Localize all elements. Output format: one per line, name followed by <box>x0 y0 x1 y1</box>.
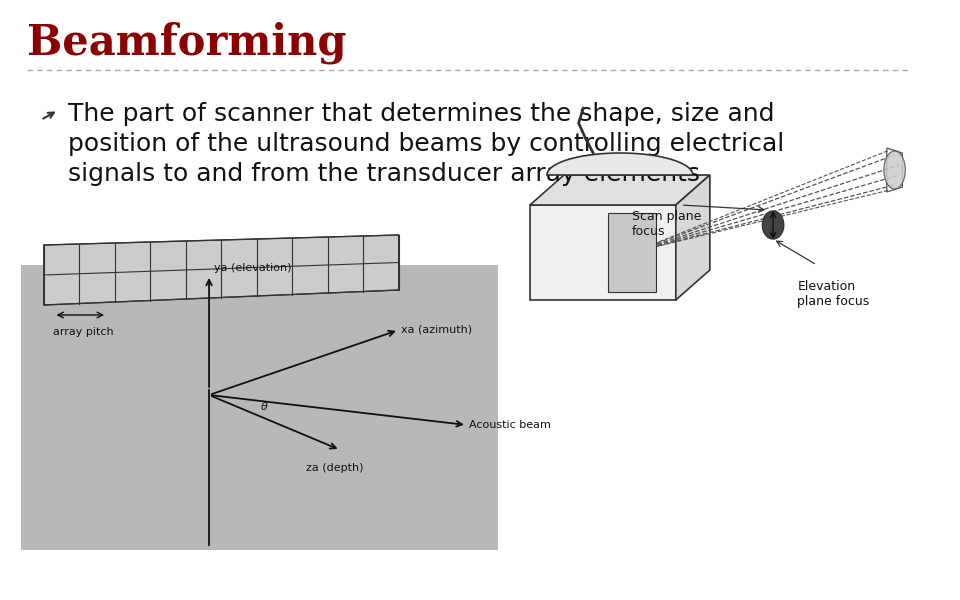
Bar <box>21 265 498 550</box>
Text: $\theta$: $\theta$ <box>259 400 268 412</box>
Text: Elevation
plane focus: Elevation plane focus <box>798 280 870 308</box>
Polygon shape <box>530 175 709 205</box>
Text: Beamforming: Beamforming <box>27 22 347 64</box>
Polygon shape <box>530 205 676 300</box>
Polygon shape <box>676 175 709 300</box>
Text: Acoustic beam: Acoustic beam <box>468 420 551 430</box>
Text: ya (elevation): ya (elevation) <box>214 263 292 273</box>
Text: za (depth): za (depth) <box>306 463 364 473</box>
Ellipse shape <box>762 211 783 239</box>
Text: xa (azimuth): xa (azimuth) <box>400 325 471 335</box>
Text: Scan plane
focus: Scan plane focus <box>632 210 702 238</box>
Text: The part of scanner that determines the shape, size and: The part of scanner that determines the … <box>68 102 775 126</box>
Polygon shape <box>44 235 398 305</box>
Bar <box>608 213 657 292</box>
Text: signals to and from the transducer array elements: signals to and from the transducer array… <box>68 162 700 186</box>
Polygon shape <box>547 153 693 175</box>
Text: position of the ultrasound beams by controlling electrical: position of the ultrasound beams by cont… <box>68 132 784 156</box>
Ellipse shape <box>884 151 905 189</box>
Text: array pitch: array pitch <box>54 327 114 337</box>
